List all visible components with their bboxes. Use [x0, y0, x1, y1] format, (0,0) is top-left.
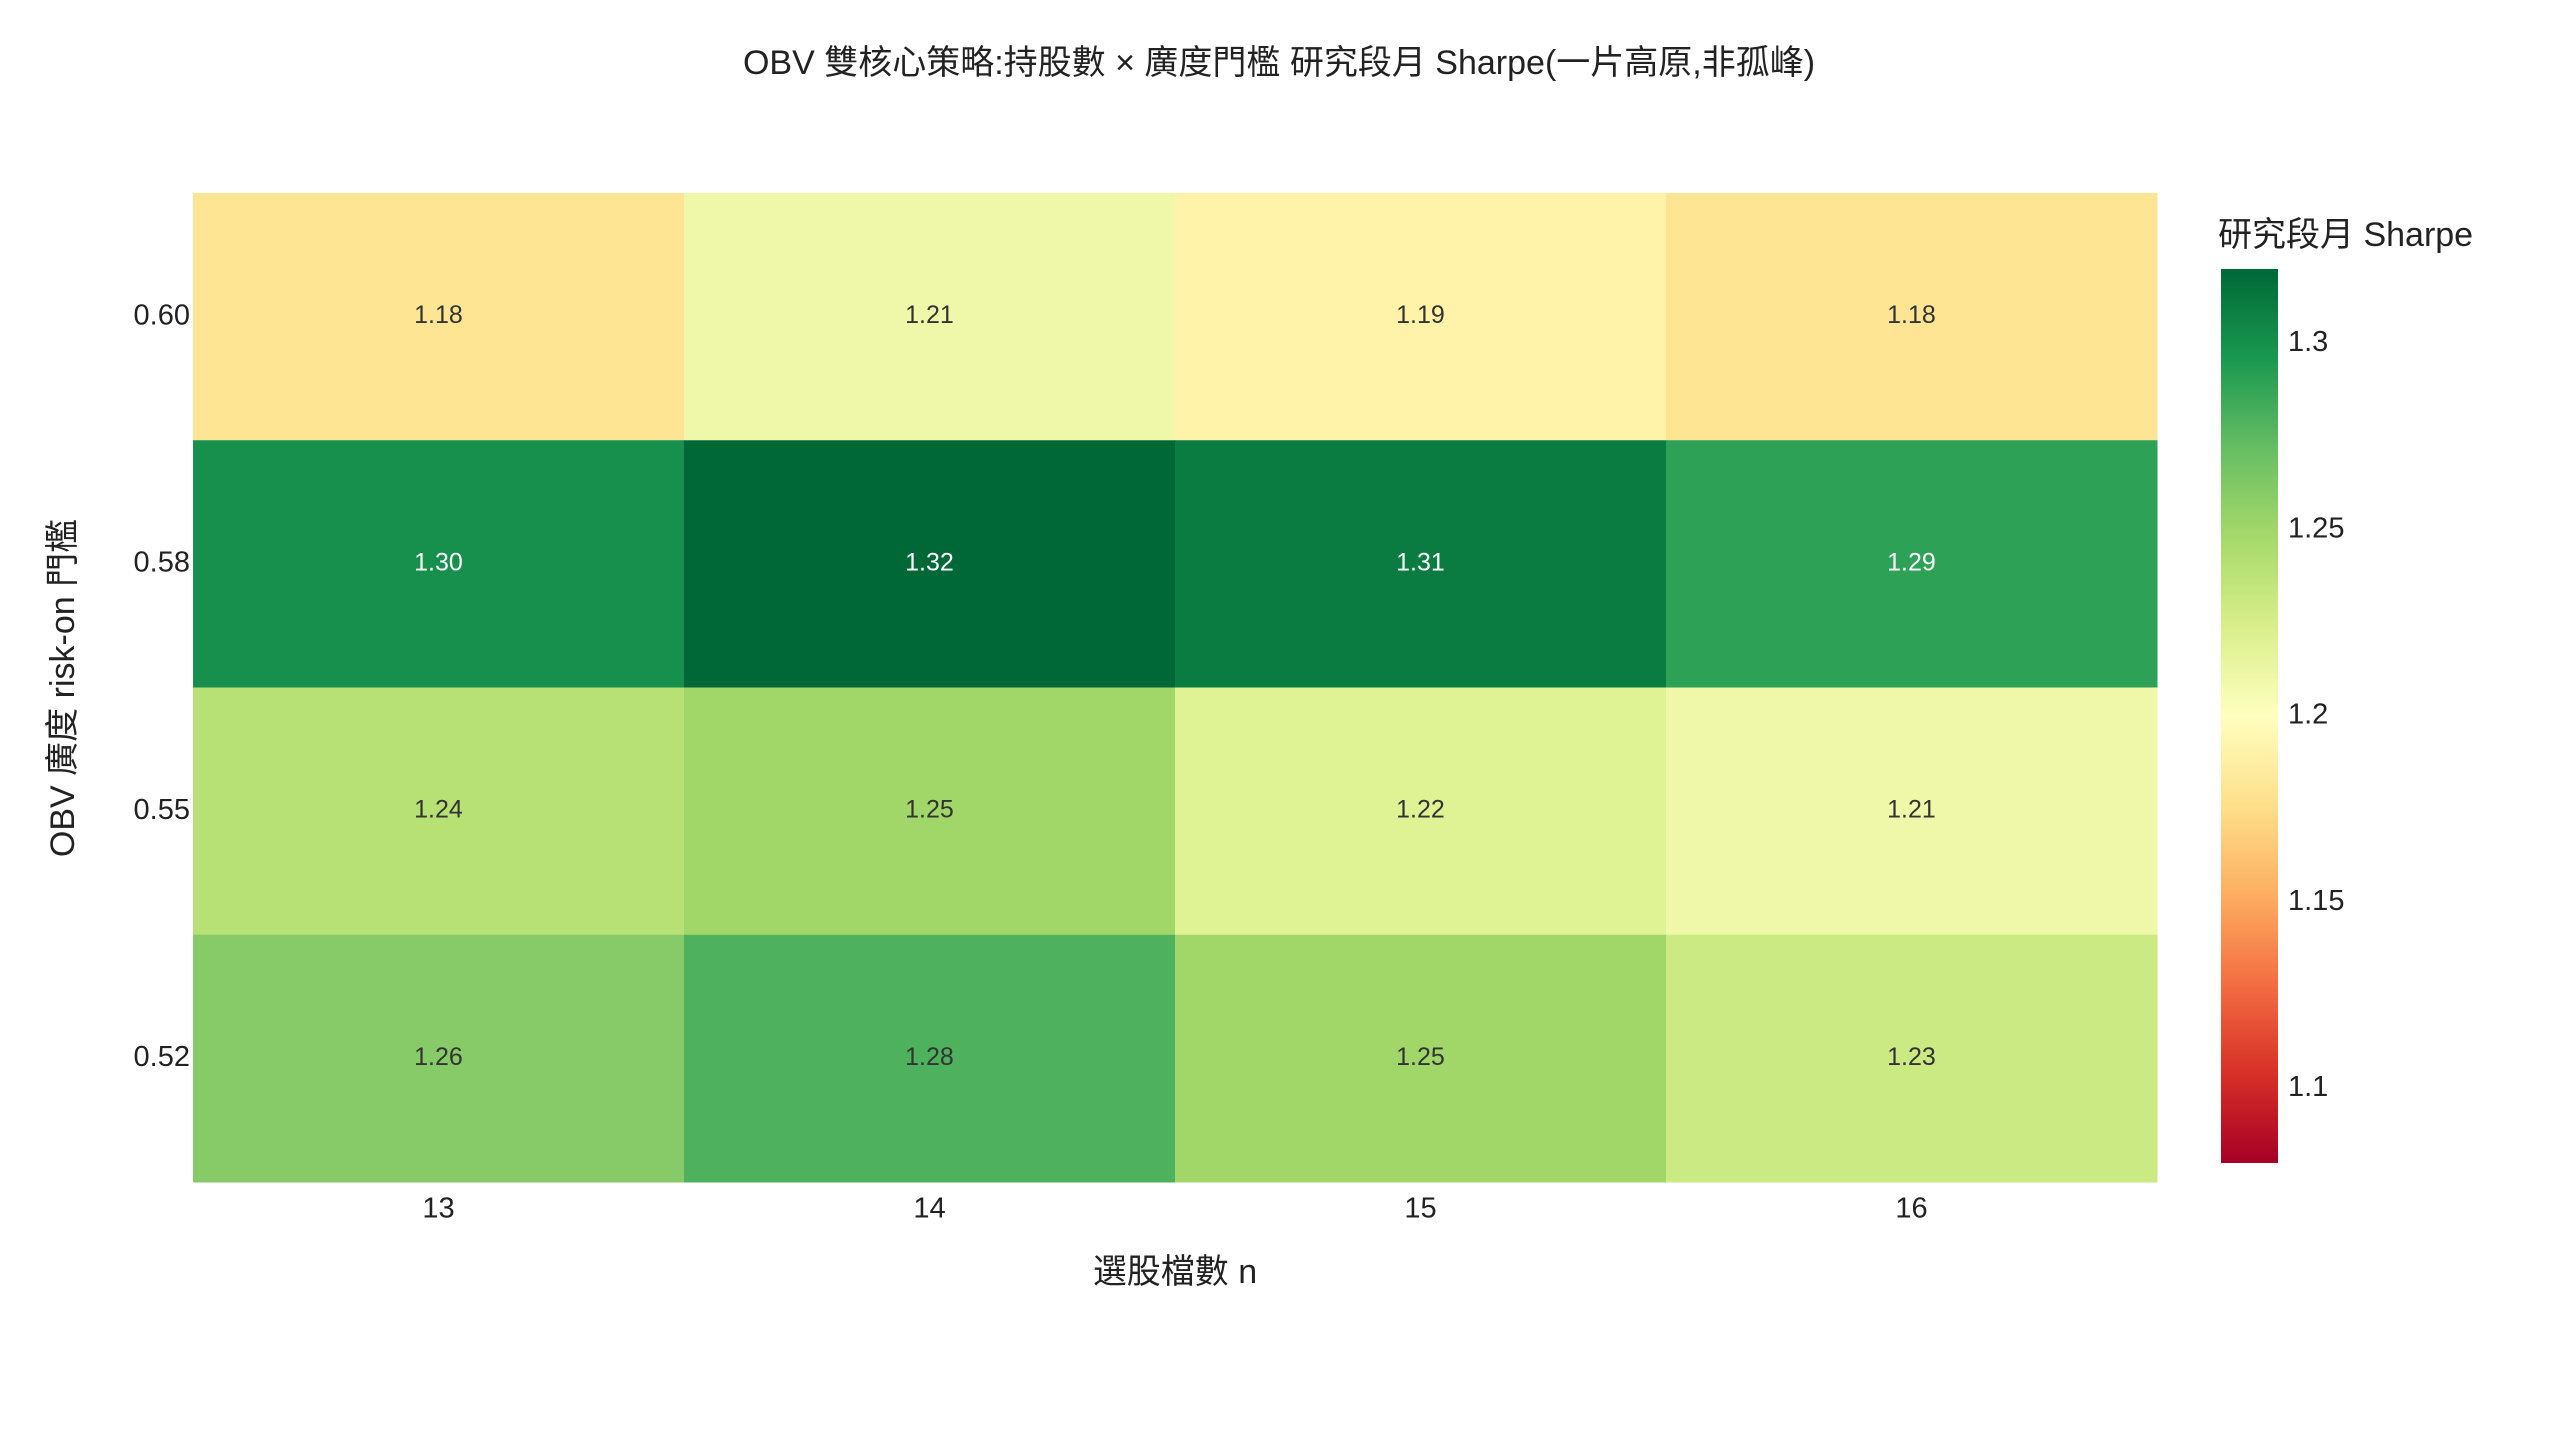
y-tick-label: 0.58 [134, 547, 190, 579]
cell-label: 1.31 [1396, 548, 1445, 576]
heatmap-cell [684, 193, 1176, 441]
cell-label: 1.18 [1887, 301, 1936, 329]
heatmap-cell [1175, 934, 1667, 1183]
colorbar-tick-label: 1.2 [2288, 699, 2328, 731]
heatmap-cell [193, 193, 685, 441]
cell-label: 1.22 [1396, 796, 1445, 824]
heatmap-cell [684, 440, 1176, 688]
cell-label: 1.21 [1887, 796, 1936, 824]
heatmap-cell [193, 440, 685, 688]
cell-label: 1.18 [414, 301, 463, 329]
x-tick-label: 16 [1895, 1193, 1927, 1225]
colorbar-title: 研究段月 Sharpe [2218, 216, 2473, 254]
cell-label: 1.32 [905, 548, 954, 576]
heatmap-cell [1666, 440, 2158, 688]
cell-label: 1.29 [1887, 548, 1936, 576]
colorbar-tick-label: 1.15 [2288, 885, 2344, 917]
heatmap-cell [684, 934, 1176, 1183]
x-axis-title: 選股檔數 n [1093, 1253, 1257, 1291]
y-axis-title: OBV 廣度 risk-on 門檻 [44, 519, 82, 857]
heatmap-cell [1666, 934, 2158, 1183]
colorbar-tick-label: 1.25 [2288, 512, 2344, 544]
y-tick-label: 0.60 [134, 299, 190, 331]
heatmap-cell [1175, 687, 1667, 936]
cell-label: 1.23 [1887, 1043, 1936, 1071]
x-tick-label: 14 [913, 1193, 945, 1225]
colorbar [2221, 269, 2278, 1163]
colorbar-tick-label: 1.1 [2288, 1071, 2328, 1103]
cell-label: 1.25 [905, 796, 954, 824]
cell-label: 1.19 [1396, 301, 1445, 329]
heatmap-cell [1175, 440, 1667, 688]
heatmap-cell [193, 687, 685, 936]
y-tick-label: 0.55 [134, 794, 190, 826]
chart-title: OBV 雙核心策略:持股數 × 廣度門檻 研究段月 Sharpe(一片高原,非孤… [743, 44, 1815, 82]
x-tick-label: 13 [422, 1193, 454, 1225]
heatmap-cell [1666, 193, 2158, 441]
cell-label: 1.25 [1396, 1043, 1445, 1071]
heatmap-cell [193, 934, 685, 1183]
colorbar-tick-label: 1.3 [2288, 326, 2328, 358]
heatmap-cell [684, 687, 1176, 936]
cell-label: 1.26 [414, 1043, 463, 1071]
heatmap-cell [1175, 193, 1667, 441]
cell-label: 1.28 [905, 1043, 954, 1071]
cell-label: 1.30 [414, 548, 463, 576]
x-tick-label: 15 [1404, 1193, 1436, 1225]
y-tick-label: 0.52 [134, 1041, 190, 1073]
cell-label: 1.21 [905, 301, 954, 329]
cell-label: 1.24 [414, 796, 463, 824]
heatmap-cell [1666, 687, 2158, 936]
